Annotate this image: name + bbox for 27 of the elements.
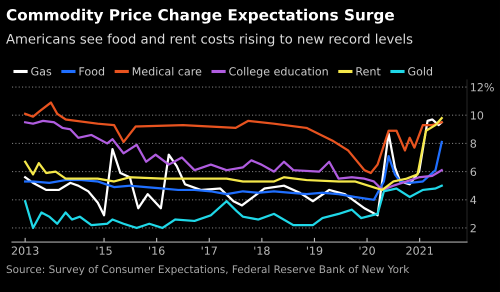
legend-label: Food: [80, 66, 104, 76]
y-tick-label: 6: [470, 168, 476, 176]
x-tick-label: '20: [360, 246, 375, 255]
legend-label: Gas: [31, 67, 52, 76]
x-tick-label: '19: [306, 246, 322, 255]
y-tick-label: 4: [470, 196, 476, 204]
chart-title: Commodity Price Change Expectations Surge: [6, 8, 394, 24]
x-tick-label: 2021: [406, 246, 433, 255]
y-tick-label: 8: [470, 139, 476, 148]
y-tick-label: 10: [471, 111, 484, 120]
legend-label: College education: [229, 66, 328, 78]
x-tick-label: '15: [96, 246, 112, 255]
y-tick-label: 12%: [471, 83, 494, 92]
x-tick-label: '17: [202, 246, 217, 255]
legend-label: Medical care: [132, 66, 202, 76]
legend-label: Gold: [408, 66, 432, 76]
line-series: [24, 118, 443, 216]
line-series: [24, 184, 443, 230]
legend-label: Rent: [356, 67, 381, 76]
chart-subtitle: Americans see food and rent costs rising to new record levels: [6, 34, 412, 46]
x-tick-label: '18: [254, 246, 270, 255]
line-series: [24, 140, 443, 201]
x-tick-label: '16: [149, 246, 165, 255]
x-tick-label: 2013: [12, 246, 38, 255]
y-tick-label: 2: [470, 224, 476, 232]
source-note: Source: Survey of Consumer Expectations, Federal Reserve Bank of New York: [6, 265, 410, 276]
line-series: [24, 101, 443, 174]
